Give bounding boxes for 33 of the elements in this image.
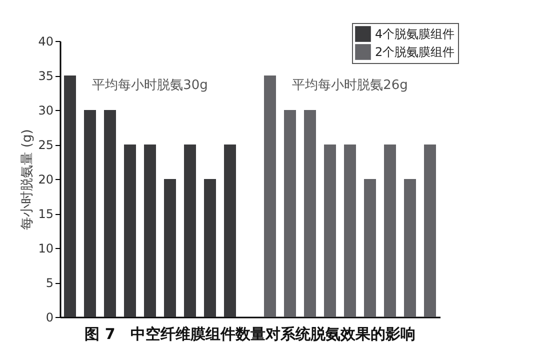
- bar: [184, 144, 196, 317]
- bar: [324, 144, 336, 317]
- bar: [204, 179, 216, 317]
- y-tick-label: 20: [38, 172, 54, 186]
- annotation: 平均每小时脱氨30g: [92, 78, 208, 93]
- text: 图 7 中空纤维膜组件数量对系统脱氨效果的影响: [84, 325, 416, 343]
- legend-label: 4个脱氨膜组件: [375, 27, 455, 41]
- bar: [344, 144, 356, 317]
- legend-label: 2个脱氨膜组件: [375, 45, 455, 59]
- bar: [164, 179, 176, 317]
- y-tick-label: 35: [38, 69, 54, 83]
- y-tick-label: 40: [38, 34, 54, 48]
- bar: [144, 144, 156, 317]
- annotation: 平均每小时脱氨26g: [292, 78, 408, 93]
- bar: [224, 144, 236, 317]
- y-tick-label: 25: [38, 138, 54, 152]
- bar: [404, 179, 416, 317]
- y-tick-label: 5: [46, 276, 54, 290]
- bar: [64, 76, 76, 317]
- y-tick-label: 0: [46, 310, 54, 324]
- bar: [264, 76, 276, 317]
- bar: [384, 144, 396, 317]
- bar: [284, 110, 296, 317]
- bar: [104, 110, 116, 317]
- bar: [84, 110, 96, 317]
- bar: [304, 110, 316, 317]
- bar: [364, 179, 376, 317]
- bar: [124, 144, 136, 317]
- y-tick-label: 10: [38, 242, 54, 256]
- y-tick-label: 30: [38, 104, 54, 118]
- bar: [424, 144, 436, 317]
- y-tick-label: 15: [38, 207, 54, 221]
- y-axis-title: 每小时脱氨量 (g): [20, 129, 36, 230]
